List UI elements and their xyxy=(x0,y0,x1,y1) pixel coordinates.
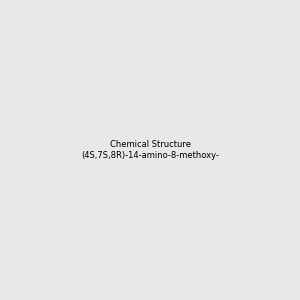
Text: Chemical Structure
(4S,7S,8R)-14-amino-8-methoxy-: Chemical Structure (4S,7S,8R)-14-amino-8… xyxy=(81,140,219,160)
